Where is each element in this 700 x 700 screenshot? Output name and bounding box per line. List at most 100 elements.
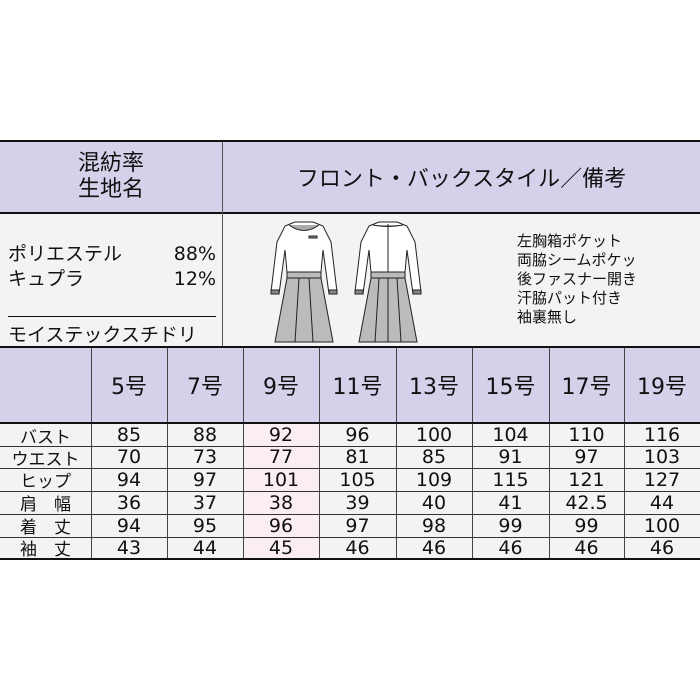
table-cell: 44 (167, 537, 243, 559)
table-cell: 103 (624, 446, 700, 468)
table-cell: 99 (472, 514, 549, 537)
column-divider (624, 348, 625, 558)
divider (8, 316, 216, 317)
row-label: バスト (0, 424, 91, 448)
row-divider (0, 491, 700, 492)
column-divider (549, 348, 550, 558)
note-item: 左胸箱ポケット (517, 232, 623, 250)
material-percent: 12% (173, 268, 216, 290)
border (0, 140, 700, 142)
column-divider (167, 348, 168, 558)
note-item: 後ファスナー開き (517, 270, 638, 288)
dress-front-icon (270, 221, 338, 343)
table-cell: 110 (549, 424, 624, 446)
size-header-0: 5号 (91, 348, 167, 422)
size-header-7: 19号 (624, 348, 700, 422)
table-cell: 85 (91, 424, 167, 446)
fabric-name: モイステックスチドリ (8, 324, 197, 346)
table-cell: 46 (472, 537, 549, 559)
note-item: 両脇シームポケッ (517, 251, 637, 269)
table-cell: 99 (549, 514, 624, 537)
table-cell: 97 (167, 468, 243, 491)
size-header-2: 9号 (243, 348, 319, 422)
table-cell: 97 (549, 446, 624, 468)
table-cell: 121 (549, 468, 624, 491)
dress-illustration (270, 221, 422, 343)
table-cell: 94 (91, 468, 167, 491)
size-header-1: 7号 (167, 348, 243, 422)
table-cell: 81 (319, 446, 396, 468)
style-cell: 左胸箱ポケット 両脇シームポケッ 後ファスナー開き 汗脇パット付き 袖裏無し (223, 214, 700, 346)
table-cell: 44 (624, 491, 700, 514)
row-label: 袖 丈 (0, 537, 91, 560)
border (222, 142, 223, 346)
table-cell: 96 (319, 424, 396, 446)
column-divider (243, 348, 244, 558)
row-label: 肩 幅 (0, 491, 91, 515)
fabric-header-line2: 生地名 (77, 177, 144, 202)
table-cell: 104 (472, 424, 549, 446)
table-cell: 36 (91, 491, 167, 514)
row-label: 着 丈 (0, 514, 91, 538)
size-header-corner (0, 348, 91, 422)
border (0, 558, 700, 560)
fabric-cell: ポリエステル 88% キュプラ 12% モイステックスチドリ (0, 214, 222, 346)
table-cell: 37 (167, 491, 243, 514)
material-name: ポリエステル (8, 243, 123, 265)
border (0, 422, 700, 424)
table-cell: 100 (624, 514, 700, 537)
table-cell: 46 (319, 537, 396, 559)
table-cell: 105 (319, 468, 396, 491)
table-cell: 115 (472, 468, 549, 491)
row-divider (0, 514, 700, 515)
composition-item: キュプラ 12% (8, 267, 216, 292)
composition-list: ポリエステル 88% キュプラ 12% (8, 242, 216, 292)
border (0, 212, 700, 214)
style-header: フロント・バックスタイル／備考 (223, 142, 700, 212)
fabric-header: 混紡率 生地名 (0, 142, 222, 212)
table-cell: 94 (91, 514, 167, 537)
table-cell: 46 (549, 537, 624, 559)
table-cell: 85 (396, 446, 472, 468)
style-header-label: フロント・バックスタイル／備考 (296, 167, 627, 192)
table-cell: 42.5 (549, 491, 624, 514)
table-cell: 96 (243, 514, 319, 537)
fabric-header-line1: 混紡率 (77, 151, 144, 176)
row-label: ウエスト (0, 446, 91, 470)
table-cell: 41 (472, 491, 549, 514)
table-cell: 40 (396, 491, 472, 514)
table-cell: 97 (319, 514, 396, 537)
table-cell: 98 (396, 514, 472, 537)
table-cell: 95 (167, 514, 243, 537)
size-header-4: 13号 (396, 348, 472, 422)
border (0, 346, 700, 348)
row-label: ヒップ (0, 468, 91, 492)
size-header-5: 15号 (472, 348, 549, 422)
table-cell: 100 (396, 424, 472, 446)
column-divider (472, 348, 473, 558)
table-cell: 109 (396, 468, 472, 491)
size-header-6: 17号 (549, 348, 624, 422)
table-cell: 38 (243, 491, 319, 514)
material-percent: 88% (173, 243, 216, 265)
table-cell: 92 (243, 424, 319, 446)
table-cell: 101 (243, 468, 319, 491)
note-item: 汗脇パット付き (517, 289, 623, 307)
table-cell: 45 (243, 537, 319, 559)
table-cell: 91 (472, 446, 549, 468)
size-header-3: 11号 (319, 348, 396, 422)
table-cell: 70 (91, 446, 167, 468)
table-cell: 46 (396, 537, 472, 559)
composition-item: ポリエステル 88% (8, 242, 216, 267)
row-divider (0, 446, 700, 447)
table-cell: 46 (624, 537, 700, 559)
notes-list: 左胸箱ポケット 両脇シームポケッ 後ファスナー開き 汗脇パット付き 袖裏無し (517, 232, 637, 327)
table-cell: 43 (91, 537, 167, 559)
row-divider (0, 537, 700, 538)
note-item: 袖裏無し (517, 308, 578, 326)
table-cell: 116 (624, 424, 700, 446)
table-cell: 39 (319, 491, 396, 514)
table-cell: 88 (167, 424, 243, 446)
table-cell: 77 (243, 446, 319, 468)
column-divider (319, 348, 320, 558)
